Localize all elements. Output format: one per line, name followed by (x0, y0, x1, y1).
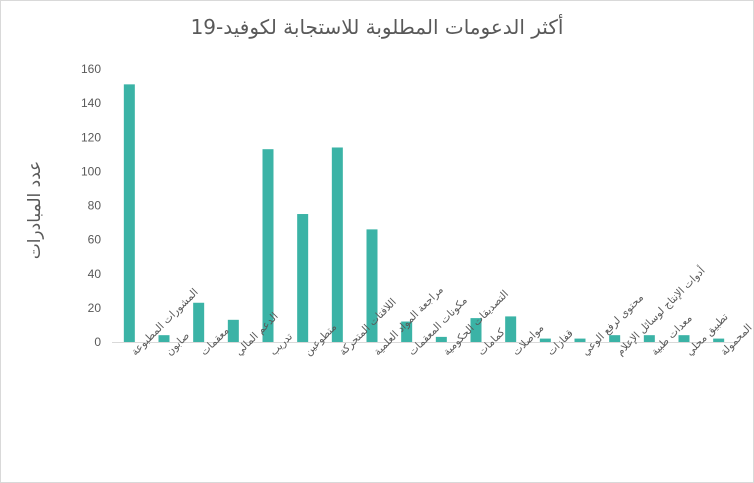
y-tick-label: 60 (88, 233, 102, 247)
y-axis-label: عدد المبادرات (25, 161, 45, 260)
bar (158, 335, 170, 342)
bar (609, 335, 621, 342)
bar (193, 302, 205, 342)
y-tick-label: 120 (81, 130, 101, 144)
y-tick-label: 100 (81, 164, 101, 178)
bar (262, 149, 274, 342)
bar (470, 318, 482, 342)
bar (713, 338, 725, 342)
y-tick-label: 80 (88, 199, 102, 213)
bar (331, 147, 343, 342)
bar (643, 335, 655, 342)
bar (435, 336, 447, 342)
bar (366, 229, 378, 342)
y-tick-label: 140 (81, 96, 101, 110)
bar (574, 338, 586, 342)
y-tick-label: 40 (88, 267, 102, 281)
bar (505, 316, 517, 342)
category-label: صابون (164, 330, 192, 358)
chart-title: أكثر الدعومات المطلوبة للاستجابة لكوفيد-… (191, 14, 564, 39)
y-tick-label: 0 (94, 335, 101, 349)
bar (227, 319, 239, 342)
category-label: محتوى لرفع الوعي (580, 292, 647, 359)
bar (401, 321, 413, 342)
y-tick-label: 160 (81, 62, 101, 76)
bar (678, 335, 690, 342)
bar (123, 84, 135, 342)
bar (539, 338, 551, 342)
category-label: معدات غسل اليدين المحمولة (718, 260, 754, 358)
bar (297, 214, 309, 342)
category-label: التصديقات الحكومية (441, 288, 511, 358)
y-tick-label: 20 (88, 301, 102, 315)
